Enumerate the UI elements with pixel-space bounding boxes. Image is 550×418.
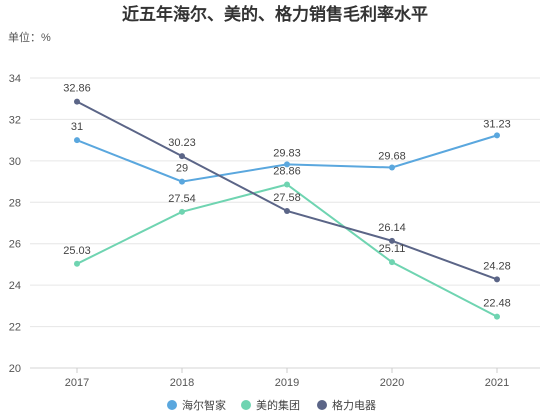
y-tick-label: 32	[9, 114, 21, 126]
unit-label: 单位：%	[8, 30, 51, 44]
data-point	[74, 98, 80, 105]
data-label: 26.14	[378, 222, 406, 234]
data-point	[389, 237, 395, 244]
x-tick-label: 2021	[485, 377, 509, 389]
x-tick-label: 2017	[65, 377, 89, 389]
y-axis: 20 22 24 26 28 30 32 34	[9, 73, 21, 375]
x-tick-label: 2020	[380, 377, 404, 389]
legend[interactable]: 海尔智家 美的集团 格力电器	[167, 398, 376, 412]
data-labels: 31 29 29.83 29.68 31.23 25.03 27.54 28.86 25.11 2…	[63, 83, 511, 310]
data-label: 27.58	[273, 192, 301, 204]
data-point	[284, 207, 290, 214]
data-label: 30.23	[168, 137, 196, 149]
series-line-3	[76, 100, 498, 281]
data-label: 29.68	[378, 150, 406, 162]
legend-label: 格力电器	[332, 398, 376, 412]
data-point	[494, 132, 500, 139]
legend-item-3[interactable]: 格力电器	[317, 398, 376, 412]
data-label: 31	[71, 121, 83, 133]
x-tick-label: 2018	[170, 377, 194, 389]
data-point	[179, 153, 185, 160]
series-group	[74, 98, 500, 320]
y-tick-label: 24	[9, 280, 21, 292]
data-point	[284, 181, 290, 188]
data-point	[494, 313, 500, 320]
y-tick-label: 26	[9, 239, 21, 251]
x-tick-label: 2019	[275, 377, 299, 389]
data-label: 27.54	[168, 193, 196, 205]
legend-marker	[167, 400, 177, 410]
y-tick-label: 30	[9, 156, 21, 168]
data-point	[389, 164, 395, 171]
data-point	[389, 259, 395, 266]
data-label: 29.83	[273, 147, 301, 159]
legend-marker	[317, 400, 327, 410]
series-line-2	[76, 183, 498, 318]
data-point	[74, 260, 80, 267]
chart-title: 近五年海尔、美的、格力销售毛利率水平	[122, 4, 428, 24]
legend-item-2[interactable]: 美的集团	[241, 398, 300, 412]
y-tick-label: 34	[9, 73, 21, 85]
data-point	[284, 161, 290, 168]
data-point	[179, 208, 185, 215]
legend-label: 海尔智家	[182, 398, 226, 412]
legend-label: 美的集团	[256, 398, 300, 412]
data-label: 25.03	[63, 245, 91, 257]
x-axis: 2017 2018 2019 2020 2021	[65, 368, 509, 389]
legend-marker	[241, 400, 251, 410]
data-point	[74, 137, 80, 144]
y-tick-label: 22	[9, 322, 21, 334]
data-label: 22.48	[483, 298, 511, 310]
data-label: 32.86	[63, 83, 91, 95]
data-point	[179, 178, 185, 185]
data-label: 29	[176, 163, 188, 175]
y-tick-label: 28	[9, 197, 21, 209]
legend-item-1[interactable]: 海尔智家	[167, 398, 226, 412]
data-label: 25.11	[379, 243, 406, 255]
data-label: 24.28	[483, 260, 511, 272]
data-label: 31.23	[483, 118, 511, 130]
data-point	[494, 276, 500, 283]
grid	[30, 77, 540, 369]
y-tick-label: 20	[9, 363, 21, 375]
data-label: 28.86	[273, 165, 301, 177]
